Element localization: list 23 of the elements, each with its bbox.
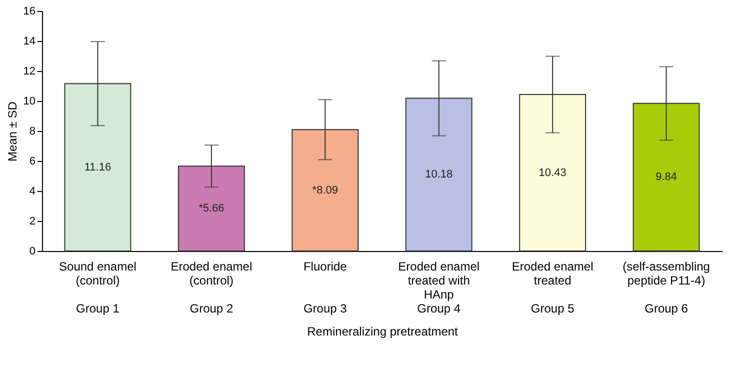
x-tick-label: Eroded enamel treated with HAnp Group 4 bbox=[398, 260, 480, 316]
y-tick-label: 12 bbox=[23, 66, 36, 78]
data-label: 10.18 bbox=[425, 168, 453, 181]
data-label: 9.84 bbox=[656, 171, 677, 184]
x-tick-label: (self-assembling peptide P11-4) Group 6 bbox=[622, 260, 710, 316]
x-tick-label: Eroded enamel (control) Group 2 bbox=[170, 260, 252, 316]
y-tick-label: 10 bbox=[23, 96, 36, 108]
y-tick-label: 8 bbox=[29, 126, 36, 138]
x-tick-label: Sound enamel (control) Group 1 bbox=[59, 260, 136, 316]
data-label: *5.66 bbox=[198, 202, 224, 215]
data-label: 10.43 bbox=[538, 166, 566, 179]
x-axis-title: Remineralizing pretreatment bbox=[307, 324, 459, 338]
y-tick-label: 14 bbox=[23, 36, 36, 48]
category-label: Fluoride Group 3 bbox=[303, 260, 347, 316]
data-label: 11.16 bbox=[84, 161, 112, 174]
y-tick-label: 2 bbox=[29, 216, 36, 228]
y-tick-label: 0 bbox=[29, 246, 36, 258]
y-tick-label: 4 bbox=[29, 186, 36, 198]
y-tick-label: 6 bbox=[29, 156, 36, 168]
y-tick-label: 16 bbox=[23, 6, 36, 18]
x-tick-label: Eroded enamel treated Group 5 bbox=[512, 260, 594, 316]
y-axis-title: Mean ± SD bbox=[5, 101, 20, 162]
data-label: *8.09 bbox=[312, 184, 338, 196]
